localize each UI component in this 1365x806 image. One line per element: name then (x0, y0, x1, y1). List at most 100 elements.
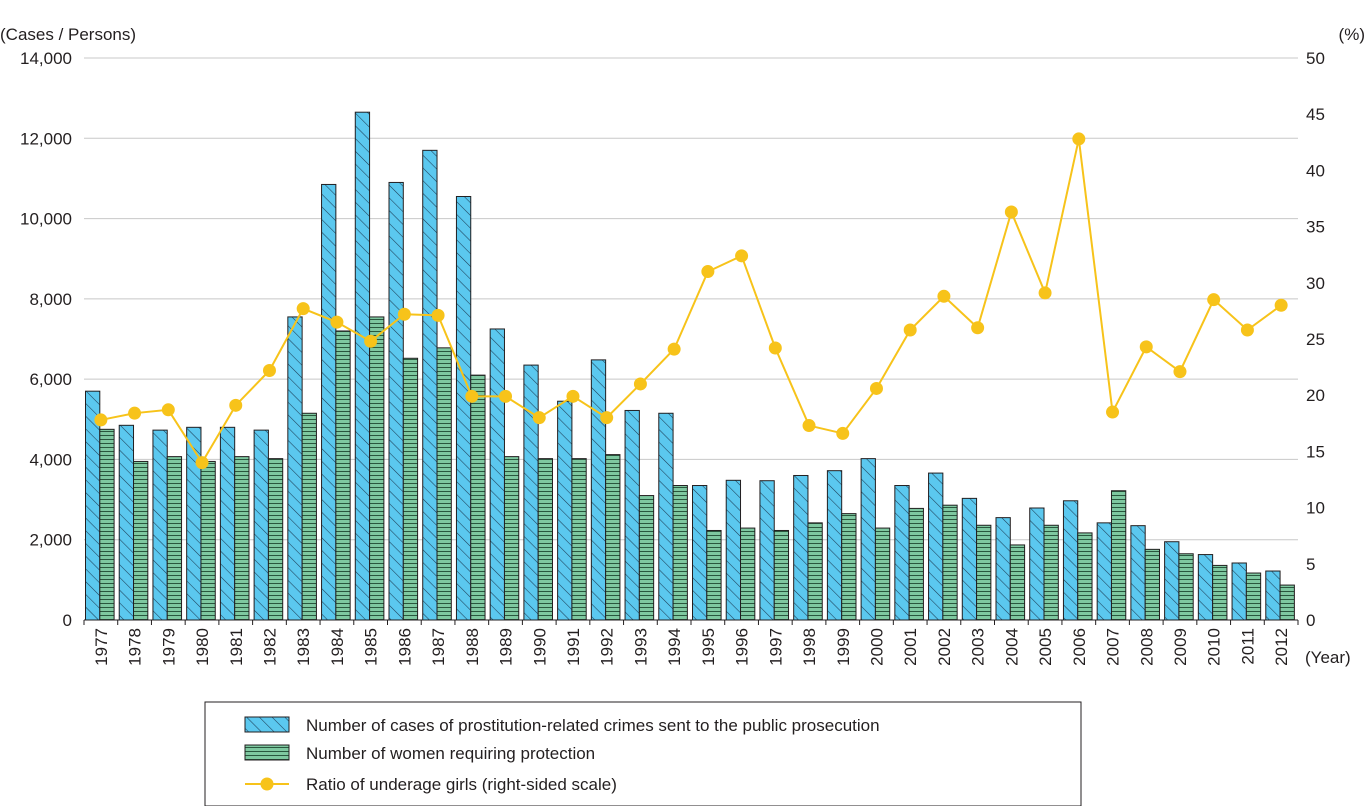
bar-women (841, 513, 857, 621)
x-tick-label: 1990 (530, 628, 549, 666)
right-y-axis: 0 5 10 15 20 25 30 35 40 45 50 (1306, 49, 1325, 630)
bar-cases (1096, 522, 1112, 621)
ratio-point (633, 377, 647, 391)
y-left-tick-label: 4,000 (29, 450, 72, 469)
x-tick-label: 1986 (395, 628, 414, 666)
bar-cases (1029, 507, 1045, 621)
x-tick-label: 1981 (227, 628, 246, 666)
y-right-tick-label: 0 (1306, 611, 1315, 630)
bar-women (267, 458, 284, 621)
x-tick-label: 2007 (1104, 628, 1123, 666)
bar-cases (388, 181, 404, 621)
bar-cases (152, 429, 168, 621)
x-tick-label: 1993 (631, 628, 650, 666)
ratio-point (869, 381, 883, 395)
bar-women (335, 330, 351, 621)
bar-cases (590, 359, 607, 621)
legend-label-ratio: Ratio of underage girls (right-sided sca… (306, 775, 617, 794)
x-axis-unit: (Year) (1305, 648, 1351, 667)
y-left-tick-label: 0 (63, 611, 72, 630)
legend-swatch-ratio-marker (260, 777, 274, 791)
left-y-axis: 0 2,000 4,000 6,000 8,000 10,000 12,000 14,000 (20, 49, 72, 630)
ratio-point (1274, 298, 1288, 312)
ratio-point (364, 334, 378, 348)
ratio-point (195, 456, 209, 470)
bar-cases (1164, 541, 1180, 621)
line-series (94, 132, 1288, 470)
x-tick-label: 2006 (1070, 628, 1089, 666)
bar-women (571, 458, 587, 621)
bar-women (234, 456, 250, 621)
ratio-point (1106, 405, 1120, 419)
legend: Number of cases of prostitution-related … (204, 701, 1082, 806)
bar-women (706, 529, 722, 621)
bar-women (1077, 532, 1093, 621)
y-right-tick-label: 15 (1306, 442, 1325, 461)
ratio-point (1240, 323, 1254, 337)
bar-women (402, 357, 419, 621)
bar-women (1144, 548, 1160, 621)
bar-women (436, 347, 452, 621)
x-tick-label: 2002 (935, 628, 954, 666)
ratio-point (903, 323, 917, 337)
ratio-point (735, 249, 749, 263)
y-left-tick-label: 8,000 (29, 290, 72, 309)
x-tick-label: 2008 (1137, 628, 1156, 666)
ratio-point (1173, 365, 1187, 379)
x-tick-label: 1989 (497, 628, 516, 666)
bar-cases (725, 479, 742, 621)
bar-cases (557, 400, 573, 621)
bar-women (1009, 544, 1026, 621)
x-tick-label: 1999 (834, 628, 853, 666)
y-right-tick-label: 20 (1306, 386, 1325, 405)
bar-women (942, 504, 958, 621)
bar-cases (692, 485, 708, 621)
bar-cases (759, 480, 775, 621)
x-tick-label: 2011 (1238, 628, 1257, 665)
bar-women (1245, 572, 1262, 621)
bar-women (133, 460, 149, 621)
y-right-tick-label: 35 (1306, 218, 1325, 237)
bar-women (537, 458, 553, 621)
bar-cases (1231, 562, 1247, 621)
x-tick-label: 1995 (699, 628, 718, 666)
x-tick-label: 2009 (1171, 628, 1190, 666)
ratio-point (262, 363, 276, 377)
bar-cases (219, 426, 236, 621)
x-tick-label: 1994 (665, 628, 684, 666)
x-tick-label: 2003 (969, 628, 988, 666)
ratio-point (701, 265, 715, 279)
bar-cases (995, 517, 1011, 621)
bar-women (740, 527, 756, 621)
gridlines (84, 57, 1298, 541)
bar-cases (523, 364, 539, 621)
y-right-tick-label: 40 (1306, 161, 1325, 180)
bar-women (638, 495, 655, 621)
x-tick-label: 1977 (92, 628, 111, 666)
x-tick-label: 1978 (126, 628, 145, 666)
bar-women (99, 428, 115, 621)
bar-women (672, 485, 688, 621)
bar-women (1279, 584, 1295, 621)
y-right-tick-label: 10 (1306, 499, 1325, 518)
x-tick-label: 1991 (564, 628, 583, 666)
bar-women (605, 454, 621, 621)
y-left-tick-label: 12,000 (20, 129, 72, 148)
ratio-point (1038, 286, 1052, 300)
x-tick-label: 1997 (766, 628, 785, 666)
ratio-point (1207, 293, 1221, 307)
bar-women (976, 524, 992, 621)
x-tick-label: 2010 (1205, 628, 1224, 666)
ratio-point (465, 389, 479, 403)
bar-cases (321, 183, 337, 621)
ratio-point (600, 411, 614, 425)
ratio-line (100, 138, 1282, 465)
bar-women (369, 316, 385, 621)
bar-women (874, 527, 891, 621)
legend-label-cases: Number of cases of prostitution-related … (306, 716, 880, 735)
x-tick-label: 1987 (429, 628, 448, 666)
bar-women (1212, 564, 1228, 621)
ratio-point (802, 419, 816, 433)
right-axis-unit: (%) (1339, 25, 1365, 44)
